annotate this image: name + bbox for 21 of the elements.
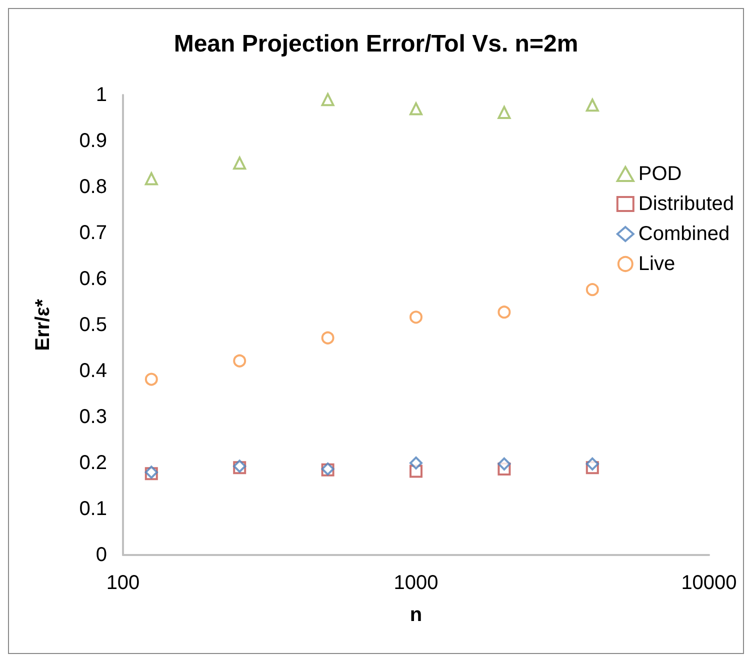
x-tick-label: 1000 [394, 572, 438, 594]
chart-title: Mean Projection Error/Tol Vs. n=2m [174, 30, 578, 58]
legend-label: POD [638, 163, 682, 185]
y-tick-label: 0 [96, 544, 107, 566]
y-tick-label: 0.2 [79, 452, 107, 474]
y-tick-label: 1 [96, 84, 107, 106]
y-axis-title: Err/ε* [32, 298, 54, 351]
legend-label: Distributed [638, 193, 734, 215]
y-tick-label: 0.8 [79, 176, 107, 198]
legend-label: Combined [638, 223, 730, 245]
y-tick-label: 0.5 [79, 314, 107, 336]
x-tick-label: 100 [106, 572, 140, 594]
x-axis-title: n [410, 604, 422, 626]
legend-label: Live [638, 253, 676, 275]
x-tick-label: 10000 [681, 572, 737, 594]
y-tick-label: 0.4 [79, 360, 107, 382]
y-tick-label: 0.7 [79, 222, 107, 244]
y-tick-label: 0.6 [79, 268, 107, 290]
y-tick-label: 0.9 [79, 130, 107, 152]
y-tick-label: 0.1 [79, 498, 107, 520]
y-tick-label: 0.3 [79, 406, 107, 428]
